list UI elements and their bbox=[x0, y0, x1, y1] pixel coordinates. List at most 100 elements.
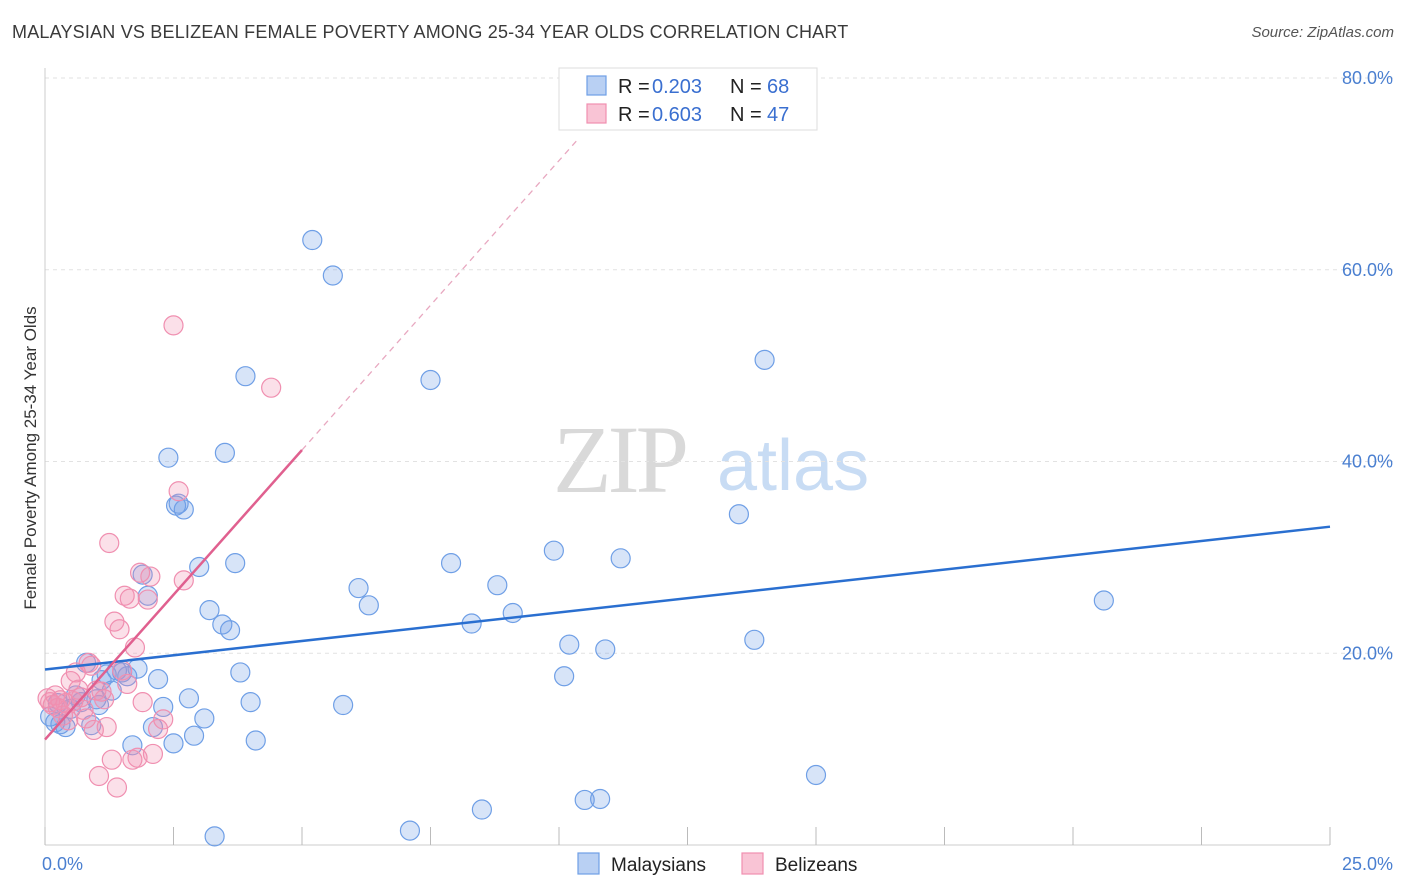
malaysian-point-55 bbox=[574, 789, 595, 811]
belizean-point-35 bbox=[127, 747, 148, 768]
x-tick-label-0: 0.0% bbox=[42, 854, 83, 874]
bottom-legend-malaysians: Malaysians bbox=[611, 855, 706, 876]
bottom-swatch-malaysians bbox=[577, 852, 600, 875]
malaysian-point-36 bbox=[230, 662, 251, 683]
belizean-point-8 bbox=[58, 710, 79, 731]
belizean-point-36 bbox=[129, 562, 151, 583]
bottom-swatch-belizeans bbox=[741, 852, 764, 875]
belizean-trend-extension bbox=[301, 137, 581, 451]
legend-r-value-1: 0.203 bbox=[652, 76, 702, 98]
malaysian-point-53 bbox=[554, 666, 575, 687]
malaysian-point-21 bbox=[147, 669, 169, 690]
legend-n-label-1: N = bbox=[730, 76, 762, 98]
malaysian-point-42 bbox=[333, 694, 354, 716]
belizean-point-44 bbox=[168, 481, 189, 502]
malaysian-point-32 bbox=[204, 826, 225, 847]
malaysian-point-45 bbox=[399, 820, 421, 841]
belizean-point-32 bbox=[119, 588, 140, 609]
legend-n-value-1: 68 bbox=[767, 76, 789, 98]
series-legend: Malaysians Belizeans bbox=[577, 852, 857, 876]
watermark-atlas: atlas bbox=[717, 426, 869, 506]
malaysian-point-33 bbox=[214, 442, 235, 463]
belizean-point-43 bbox=[163, 315, 184, 336]
source-label: Source: ZipAtlas.com bbox=[1251, 24, 1394, 41]
malaysian-point-37 bbox=[235, 366, 256, 387]
malaysian-point-35 bbox=[225, 553, 246, 574]
malaysian-point-23 bbox=[158, 447, 179, 468]
malaysian-point-41 bbox=[322, 265, 343, 286]
belizean-point-46 bbox=[261, 377, 282, 398]
belizean-point-38 bbox=[137, 589, 158, 610]
legend-n-value-2: 47 bbox=[767, 104, 789, 126]
malaysian-point-50 bbox=[487, 575, 508, 596]
chart-title: MALAYSIAN VS BELIZEAN FEMALE POVERTY AMO… bbox=[12, 22, 849, 42]
belizean-point-25 bbox=[101, 749, 122, 770]
malaysian-point-62 bbox=[805, 764, 827, 786]
malaysian-point-56 bbox=[590, 788, 611, 810]
malaysian-point-59 bbox=[728, 504, 750, 525]
legend-swatch-belizeans bbox=[586, 103, 607, 124]
malaysian-point-46 bbox=[420, 369, 441, 391]
y-tick-label-3: 80.0% bbox=[1342, 68, 1393, 88]
belizean-point-37 bbox=[132, 692, 153, 713]
trend-lines bbox=[44, 137, 1331, 741]
malaysian-point-49 bbox=[471, 799, 492, 820]
malaysian-point-57 bbox=[595, 639, 616, 660]
malaysian-point-43 bbox=[348, 577, 369, 599]
malaysian-point-67 bbox=[212, 614, 233, 635]
legend-swatch-malaysians bbox=[586, 75, 607, 96]
belizean-point-27 bbox=[106, 777, 128, 798]
bottom-legend-belizeans: Belizeans bbox=[775, 855, 857, 876]
belizean-point-42 bbox=[153, 709, 174, 730]
belizean-point-23 bbox=[96, 716, 117, 738]
belizean-point-15 bbox=[76, 708, 97, 729]
watermark-zip: ZIP bbox=[553, 406, 686, 513]
malaysian-point-60 bbox=[744, 629, 765, 650]
legend-n-label-2: N = bbox=[730, 104, 762, 126]
legend-r-label-1: R = bbox=[618, 76, 650, 98]
x-tick-label-1: 25.0% bbox=[1342, 854, 1393, 874]
belizean-trend-line bbox=[44, 449, 303, 741]
belizean-point-24 bbox=[99, 532, 120, 554]
malaysian-point-38 bbox=[240, 692, 261, 713]
malaysian-point-54 bbox=[559, 634, 580, 655]
stats-legend: R = 0.203 N = 68 R = 0.603 N = 47 bbox=[558, 67, 818, 131]
malaysian-point-47 bbox=[440, 553, 462, 574]
belizean-point-28 bbox=[109, 619, 130, 640]
malaysian-point-27 bbox=[178, 688, 200, 709]
malaysian-point-28 bbox=[183, 725, 205, 746]
malaysian-point-58 bbox=[610, 548, 631, 569]
legend-r-value-2: 0.603 bbox=[652, 104, 702, 126]
malaysian-point-39 bbox=[245, 730, 266, 751]
y-tick-label-0: 20.0% bbox=[1342, 643, 1393, 663]
belizean-point-31 bbox=[117, 673, 138, 695]
malaysian-point-44 bbox=[358, 595, 379, 616]
y-axis-label: Female Poverty Among 25-34 Year Olds bbox=[21, 306, 40, 609]
data-points bbox=[37, 229, 1114, 847]
malaysian-point-30 bbox=[194, 708, 215, 729]
malaysian-point-51 bbox=[502, 602, 523, 624]
belizean-point-7 bbox=[55, 693, 76, 714]
malaysian-point-40 bbox=[302, 229, 323, 251]
y-tick-label-2: 60.0% bbox=[1342, 260, 1393, 280]
belizean-point-41 bbox=[147, 718, 169, 740]
malaysian-point-16 bbox=[122, 735, 143, 756]
belizean-point-20 bbox=[88, 765, 110, 787]
axes bbox=[44, 68, 1331, 846]
y-tick-label-1: 40.0% bbox=[1342, 452, 1393, 472]
belizean-point-40 bbox=[142, 743, 164, 765]
malaysian-point-31 bbox=[199, 600, 220, 621]
belizean-point-45 bbox=[173, 570, 194, 591]
belizean-point-18 bbox=[83, 719, 104, 741]
belizean-point-22 bbox=[94, 689, 115, 710]
tick-labels: 20.0% 40.0% 60.0% 80.0% 0.0% 25.0% bbox=[42, 68, 1393, 874]
malaysian-point-61 bbox=[754, 349, 775, 370]
legend-r-label-2: R = bbox=[618, 104, 650, 126]
malaysian-point-52 bbox=[543, 540, 564, 561]
malaysian-point-24 bbox=[163, 733, 184, 754]
belizean-point-21 bbox=[91, 681, 112, 702]
gridlines bbox=[45, 77, 1393, 654]
belizean-point-39 bbox=[140, 566, 161, 587]
malaysian-trend-line bbox=[44, 525, 1331, 671]
